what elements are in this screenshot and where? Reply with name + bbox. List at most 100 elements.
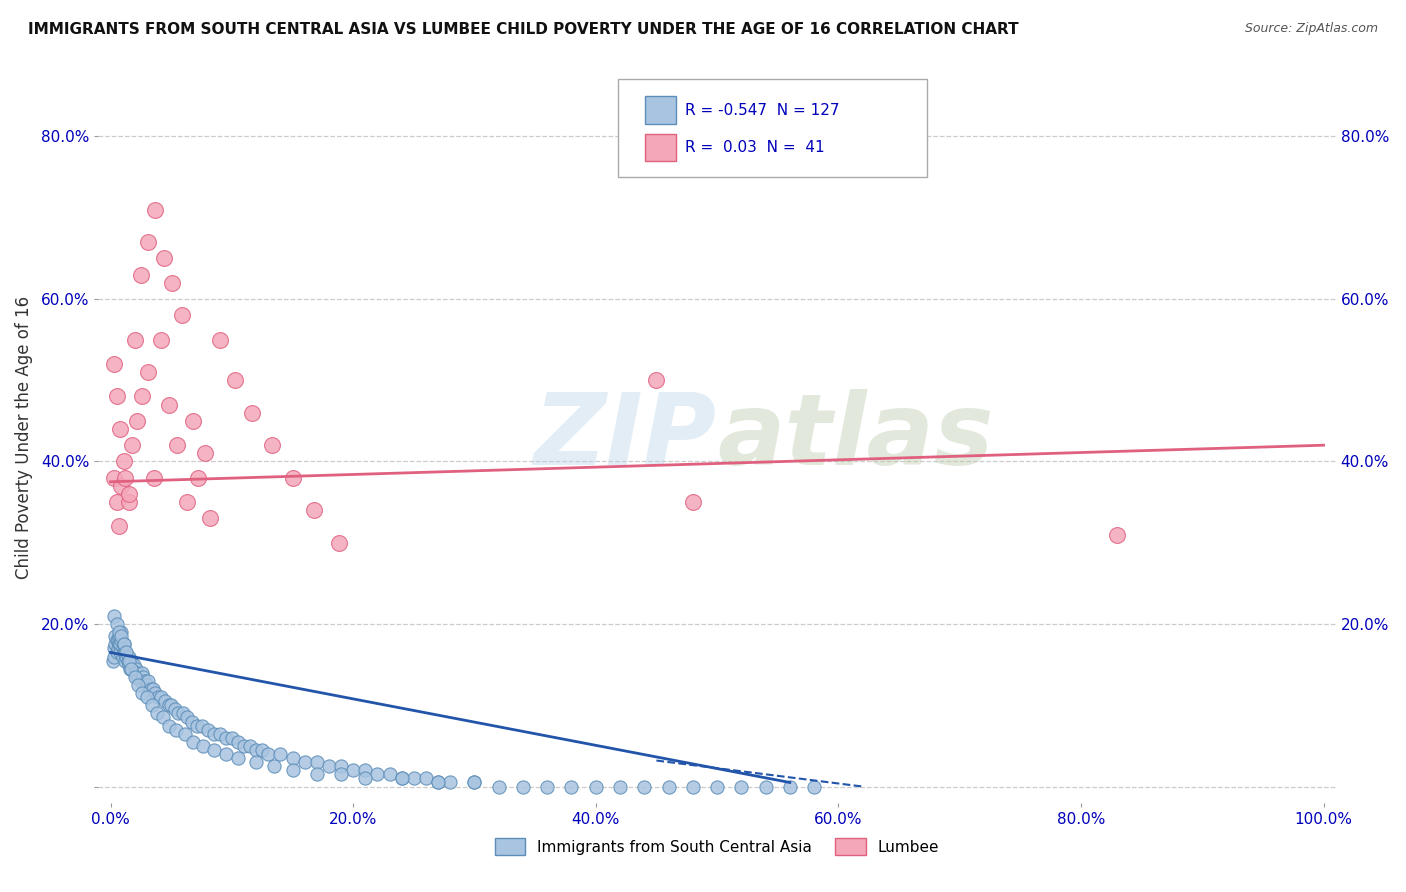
Point: [118, 654, 141, 668]
Point: [354, 764, 377, 778]
Point: [107, 641, 129, 656]
Point: [633, 780, 655, 794]
Point: [112, 637, 135, 651]
Point: [129, 673, 152, 688]
Point: [242, 406, 264, 420]
Point: [226, 751, 249, 765]
Point: [105, 645, 128, 659]
Point: [112, 637, 135, 651]
Point: [609, 780, 631, 794]
Point: [129, 268, 152, 282]
Point: [427, 775, 450, 789]
Point: [142, 681, 165, 696]
Point: [141, 698, 163, 713]
Point: [391, 772, 413, 786]
Point: [115, 649, 138, 664]
Point: [110, 629, 132, 643]
Point: [281, 764, 304, 778]
Point: [145, 202, 167, 217]
Point: [176, 710, 198, 724]
Point: [157, 718, 180, 732]
Point: [134, 673, 156, 688]
Point: [281, 471, 304, 485]
Point: [172, 706, 194, 721]
Point: [181, 414, 204, 428]
Point: [114, 654, 136, 668]
FancyBboxPatch shape: [645, 96, 676, 124]
Point: [110, 645, 132, 659]
Point: [108, 625, 131, 640]
Point: [103, 641, 125, 656]
Text: ZIP: ZIP: [534, 389, 717, 485]
Point: [260, 438, 283, 452]
Point: [103, 608, 125, 623]
Point: [318, 759, 340, 773]
Point: [190, 718, 212, 732]
Point: [111, 641, 134, 656]
Text: IMMIGRANTS FROM SOUTH CENTRAL ASIA VS LUMBEE CHILD POVERTY UNDER THE AGE OF 16 C: IMMIGRANTS FROM SOUTH CENTRAL ASIA VS LU…: [28, 22, 1019, 37]
Point: [294, 755, 316, 769]
Point: [224, 373, 246, 387]
Point: [779, 780, 801, 794]
Point: [328, 535, 350, 549]
Point: [427, 775, 450, 789]
Point: [105, 633, 128, 648]
Point: [181, 735, 204, 749]
Point: [124, 670, 146, 684]
Point: [391, 772, 413, 786]
FancyBboxPatch shape: [645, 134, 676, 161]
Point: [124, 665, 146, 680]
Point: [226, 735, 249, 749]
Point: [117, 654, 139, 668]
Text: R = -0.547  N = 127: R = -0.547 N = 127: [685, 103, 839, 118]
Point: [108, 637, 131, 651]
Point: [330, 759, 353, 773]
Point: [342, 764, 364, 778]
Point: [682, 780, 704, 794]
Point: [112, 645, 135, 659]
Point: [560, 780, 582, 794]
Point: [173, 727, 195, 741]
Point: [114, 645, 136, 659]
Point: [215, 731, 238, 745]
Point: [187, 471, 209, 485]
Point: [160, 698, 183, 713]
Point: [120, 662, 142, 676]
Point: [108, 629, 131, 643]
Point: [112, 454, 135, 468]
Point: [269, 747, 291, 761]
Point: [194, 446, 217, 460]
Point: [167, 706, 190, 721]
Point: [645, 373, 668, 387]
Point: [114, 471, 136, 485]
Point: [202, 727, 225, 741]
Point: [103, 471, 125, 485]
Point: [145, 706, 167, 721]
Point: [136, 690, 159, 705]
Point: [233, 739, 256, 753]
Point: [263, 759, 285, 773]
Point: [172, 308, 194, 322]
Point: [121, 438, 143, 452]
Point: [105, 617, 128, 632]
Point: [512, 780, 534, 794]
Point: [415, 772, 437, 786]
Point: [136, 235, 159, 249]
Point: [108, 519, 131, 533]
Point: [152, 710, 174, 724]
Point: [250, 743, 273, 757]
Point: [221, 731, 243, 745]
Point: [257, 747, 280, 761]
Point: [143, 471, 166, 485]
Point: [121, 662, 143, 676]
Point: [145, 686, 167, 700]
Point: [132, 670, 155, 684]
Point: [115, 645, 138, 659]
Point: [180, 714, 202, 729]
FancyBboxPatch shape: [619, 78, 928, 178]
Point: [657, 780, 679, 794]
Point: [706, 780, 728, 794]
Point: [127, 678, 149, 692]
Point: [110, 637, 132, 651]
Point: [127, 414, 149, 428]
